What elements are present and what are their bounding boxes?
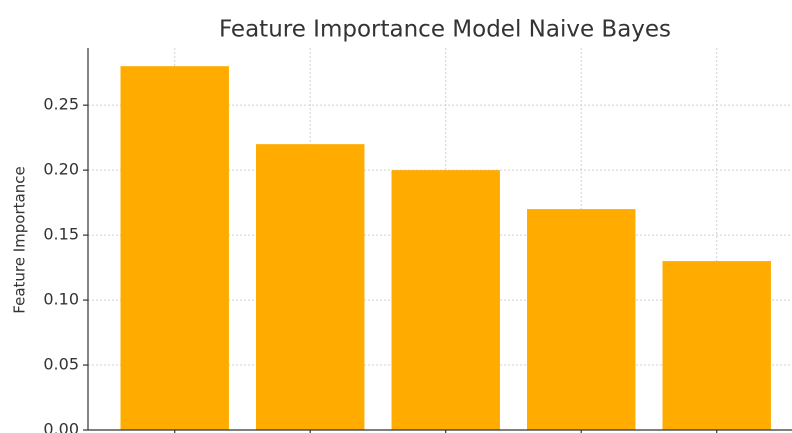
bar [527, 209, 636, 430]
y-tick-label: 0.20 [43, 160, 79, 179]
bar [256, 144, 365, 430]
bar [391, 170, 500, 430]
bar [662, 261, 771, 430]
y-tick-label: 0.05 [43, 355, 79, 374]
y-tick-label: 0.15 [43, 225, 79, 244]
y-axis-label: Feature Importance [11, 166, 29, 313]
y-tick-label: 0.10 [43, 290, 79, 309]
chart-title: Feature Importance Model Naive Bayes [219, 17, 671, 43]
bar [120, 66, 229, 430]
y-tick-label: 0.00 [43, 420, 79, 433]
y-tick-label: 0.25 [43, 95, 79, 114]
